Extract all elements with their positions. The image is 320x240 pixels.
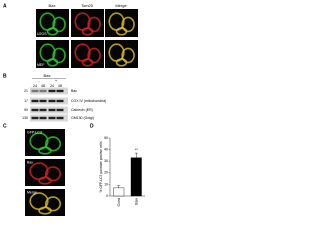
- bar: [113, 187, 125, 197]
- blot-band: [39, 89, 47, 93]
- cell: [115, 58, 128, 67]
- y-tick-label: 10: [104, 182, 108, 186]
- blot-band: [48, 116, 56, 120]
- time-label: 24: [33, 84, 37, 88]
- band-label: COX IV (mitochondria): [71, 99, 106, 103]
- micrograph: [25, 129, 65, 156]
- cell: [52, 16, 66, 33]
- band-label: Calnexin (ER): [71, 108, 93, 112]
- y-tick-label: 40: [104, 148, 108, 152]
- blot-band: [48, 99, 56, 103]
- cell: [87, 16, 101, 33]
- cell: [46, 27, 59, 36]
- column-label: Tom20: [81, 3, 94, 8]
- column-label: Merge: [115, 3, 127, 8]
- blot-band: [56, 89, 64, 93]
- row-label: GFP-LC3: [27, 130, 42, 134]
- micrograph: [25, 159, 65, 186]
- bar: [130, 157, 142, 197]
- cell: [44, 136, 61, 152]
- blot-band: [31, 116, 39, 120]
- size-label: 17: [24, 99, 28, 103]
- time-label: 48: [41, 84, 45, 88]
- cell: [121, 16, 135, 33]
- row-label: U2OS: [37, 32, 47, 36]
- cell: [121, 47, 135, 64]
- cell: [44, 196, 61, 212]
- panel-label: C: [3, 123, 7, 129]
- size-label: 21: [24, 89, 28, 93]
- blot-band: [31, 89, 39, 93]
- size-label: 130: [22, 116, 28, 120]
- time-label: 24: [50, 84, 54, 88]
- panel-label: A: [3, 3, 7, 9]
- row-label: Bax: [27, 160, 33, 164]
- blot-band: [56, 99, 64, 103]
- blot-band: [31, 99, 39, 103]
- micrograph: [25, 189, 65, 216]
- band-label: Bax: [71, 89, 77, 93]
- row-label: Merge: [27, 190, 37, 194]
- row-label: MEF: [37, 63, 44, 67]
- y-tick-label: 20: [104, 171, 108, 175]
- x-tick-label: Cont: [116, 197, 121, 206]
- y-tick-label: 50: [104, 136, 108, 140]
- panel-label: B: [3, 73, 7, 79]
- cell: [46, 58, 59, 67]
- error-bar: [117, 185, 121, 188]
- cell: [115, 27, 128, 36]
- x-tick-label: Bax: [133, 198, 138, 205]
- column-label: Bax: [49, 3, 56, 8]
- cell: [81, 27, 94, 36]
- cell: [44, 166, 61, 182]
- blot-band: [48, 108, 56, 112]
- blot-header: Bax: [44, 73, 51, 78]
- band-label: GM130 (Golgi): [71, 116, 94, 120]
- y-tick-label: 0: [106, 194, 108, 198]
- blot-band: [39, 108, 47, 112]
- blot-band: [48, 89, 56, 93]
- time-label: 48: [58, 84, 62, 88]
- annotation: **: [135, 147, 139, 152]
- cell: [38, 176, 52, 185]
- cell: [38, 146, 52, 155]
- blot-band: [56, 108, 64, 112]
- condition-label: -: [38, 78, 40, 83]
- blot-band: [56, 116, 64, 120]
- cell: [81, 58, 94, 67]
- blot-band: [39, 116, 47, 120]
- blot-band: [31, 108, 39, 112]
- y-tick-label: 30: [104, 159, 108, 163]
- condition-label: +: [55, 78, 58, 83]
- cell: [38, 206, 52, 215]
- cell: [87, 47, 101, 64]
- cell: [52, 47, 66, 64]
- error-bar: [134, 152, 138, 158]
- size-label: 90: [24, 108, 28, 112]
- panel-label: D: [90, 123, 94, 129]
- y-axis-label: % GFP-LC3 punctate positive cells: [99, 141, 103, 192]
- blot-band: [39, 99, 47, 103]
